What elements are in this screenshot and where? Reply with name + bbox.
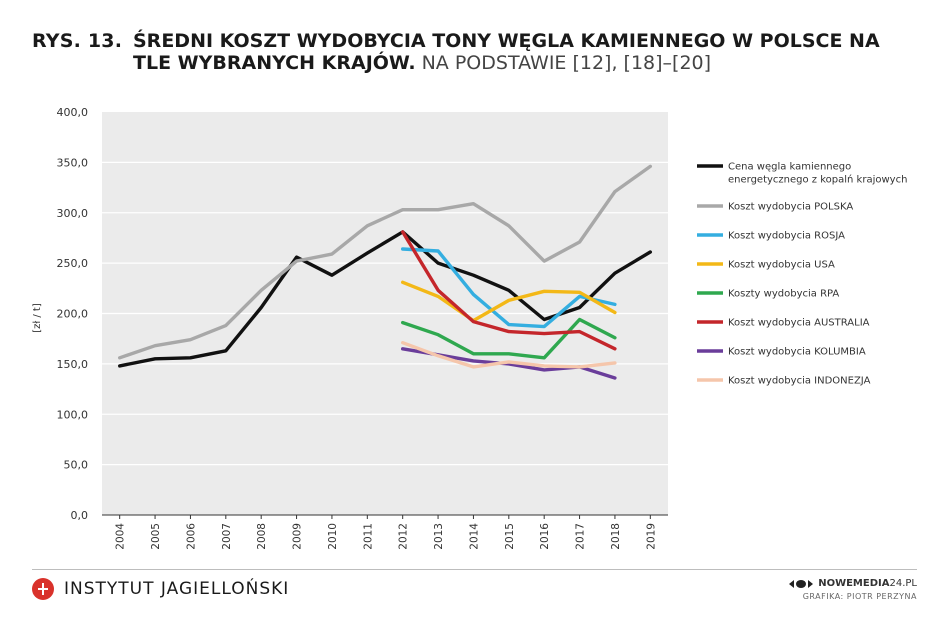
series-line-8 xyxy=(401,341,617,369)
graphic-credit: GRAFIKA: PIOTR PERZYNA xyxy=(802,592,917,601)
y-axis-label: [zł / t] xyxy=(32,303,43,333)
series-line-3 xyxy=(401,247,617,329)
y-tick-label: 200,0 xyxy=(57,308,89,321)
x-tick-label: 2017 xyxy=(575,523,587,550)
x-tick-label: 2015 xyxy=(504,523,516,550)
legend-entry-1: Cena węgla kamiennego energetycznego z ko… xyxy=(728,162,907,186)
y-tick-label: 400,0 xyxy=(57,106,89,119)
line-chart: 0,0 50,0 100,0 150,0 200,0 250,0 300,0 350,0 400… xyxy=(32,106,907,550)
x-tick-label: 2014 xyxy=(468,523,480,550)
y-tick-label: 50,0 xyxy=(64,459,89,472)
y-tick-label: 100,0 xyxy=(57,408,89,421)
x-tick-label: 2019 xyxy=(645,523,657,550)
nowemedia-logo-icon xyxy=(789,579,814,588)
x-tick-label: 2012 xyxy=(398,523,410,550)
x-tick-label: 2016 xyxy=(539,523,551,550)
x-tick-label: 2006 xyxy=(185,523,197,550)
source-note: NA PODSTAWIE [12], [18]–[20] xyxy=(421,52,712,74)
figure-title: ŚREDNI KOSZT WYDOBYCIA TONY WĘGLA KAMIEN… xyxy=(133,30,923,74)
legend-entry-2: Koszt wydobycia POLSKA xyxy=(728,202,853,213)
series-line-2 xyxy=(117,164,652,360)
y-tick-label: 150,0 xyxy=(57,358,89,371)
y-tick-label: 300,0 xyxy=(57,207,89,220)
x-tick-label: 2013 xyxy=(433,523,445,550)
y-tick-label: 250,0 xyxy=(57,257,89,270)
cross-icon xyxy=(32,578,54,600)
series-line-4 xyxy=(401,280,617,323)
x-tick-label: 2008 xyxy=(256,523,268,550)
chart-title: ŚREDNI KOSZT WYDOBYCIA TONY WĘGLA KAMIEN… xyxy=(133,30,880,74)
x-tick-label: 2007 xyxy=(221,523,233,550)
legend-entry-4: Koszt wydobycia USA xyxy=(728,260,835,271)
series-line-5 xyxy=(401,317,617,360)
x-tick-label: 2018 xyxy=(610,523,622,550)
publisher-site: NOWEMEDIA24.PL xyxy=(818,578,917,589)
x-tick-label: 2010 xyxy=(327,523,339,550)
legend-entry-8: Koszt wydobycia INDONEZJA xyxy=(728,376,871,387)
figure-label: RYS. 13. xyxy=(32,30,123,52)
x-tick-label: 2009 xyxy=(292,523,304,550)
footer-divider xyxy=(32,569,917,570)
series-line-6 xyxy=(401,230,617,351)
institute-logo: INSTYTUT JAGIELLOŃSKI xyxy=(32,578,289,600)
legend-entry-6: Koszt wydobycia AUSTRALIA xyxy=(728,318,870,329)
institute-name: INSTYTUT JAGIELLOŃSKI xyxy=(64,579,290,599)
legend-entry-7: Koszt wydobycia KOLUMBIA xyxy=(728,347,866,358)
publisher-logo: NOWEMEDIA24.PL GRAFIKA: PIOTR PERZYNA xyxy=(788,578,917,601)
legend-entry-3: Koszt wydobycia ROSJA xyxy=(728,231,845,242)
legend-entry-5: Koszty wydobycia RPA xyxy=(728,289,839,300)
x-tick-label: 2005 xyxy=(150,523,162,550)
x-tick-label: 2011 xyxy=(362,523,374,550)
y-tick-label: 350,0 xyxy=(57,156,89,169)
x-tick-label: 2004 xyxy=(115,523,127,550)
y-tick-label: 0,0 xyxy=(71,509,89,522)
